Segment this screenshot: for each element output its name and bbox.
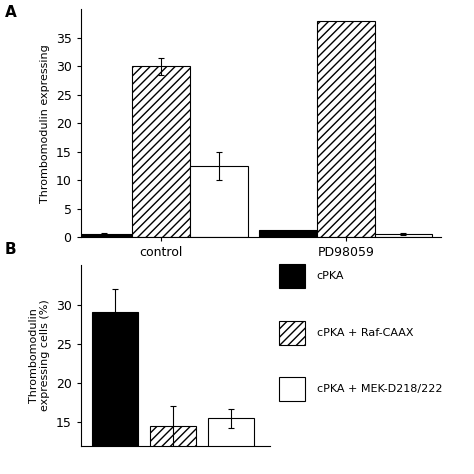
Text: A: A bbox=[5, 5, 17, 20]
Y-axis label: Thrombomodulin expressing: Thrombomodulin expressing bbox=[40, 44, 50, 202]
Bar bbox=[279, 321, 305, 345]
Bar bbox=[190, 166, 248, 237]
Text: cPKA + Raf-CAAX: cPKA + Raf-CAAX bbox=[317, 328, 413, 338]
Bar bbox=[75, 234, 132, 237]
Text: cPKA + MEK-D218/222: cPKA + MEK-D218/222 bbox=[317, 384, 442, 394]
Text: cPKA: cPKA bbox=[317, 272, 344, 282]
Bar bbox=[374, 234, 432, 237]
Bar bbox=[279, 377, 305, 401]
Bar bbox=[208, 418, 254, 474]
Bar bbox=[279, 264, 305, 288]
Bar bbox=[317, 21, 374, 237]
Bar bbox=[150, 426, 196, 474]
Text: B: B bbox=[5, 242, 17, 257]
Bar bbox=[92, 312, 138, 474]
Bar bbox=[259, 230, 317, 237]
Y-axis label: Thrombomodulin
expressing cells (%): Thrombomodulin expressing cells (%) bbox=[28, 300, 50, 411]
Bar bbox=[132, 66, 190, 237]
